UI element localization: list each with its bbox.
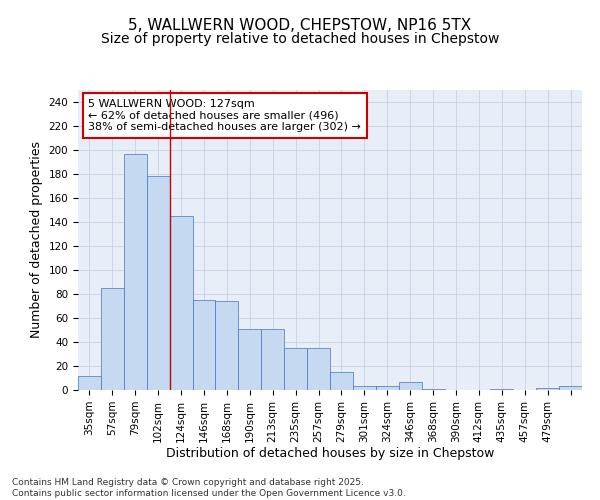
- Bar: [238, 329, 261, 390]
- Bar: [261, 329, 284, 390]
- Bar: [376, 386, 399, 390]
- Y-axis label: Number of detached properties: Number of detached properties: [30, 142, 43, 338]
- Text: 5, WALLWERN WOOD, CHEPSTOW, NP16 5TX: 5, WALLWERN WOOD, CHEPSTOW, NP16 5TX: [128, 18, 472, 32]
- Bar: [147, 176, 170, 390]
- Text: Size of property relative to detached houses in Chepstow: Size of property relative to detached ho…: [101, 32, 499, 46]
- Bar: [193, 300, 215, 390]
- Text: Contains HM Land Registry data © Crown copyright and database right 2025.
Contai: Contains HM Land Registry data © Crown c…: [12, 478, 406, 498]
- Bar: [307, 348, 330, 390]
- Bar: [559, 386, 582, 390]
- Bar: [422, 389, 445, 390]
- Bar: [78, 376, 101, 390]
- Bar: [170, 216, 193, 390]
- Bar: [490, 389, 513, 390]
- Bar: [536, 388, 559, 390]
- X-axis label: Distribution of detached houses by size in Chepstow: Distribution of detached houses by size …: [166, 448, 494, 460]
- Text: 5 WALLWERN WOOD: 127sqm
← 62% of detached houses are smaller (496)
38% of semi-d: 5 WALLWERN WOOD: 127sqm ← 62% of detache…: [88, 99, 361, 132]
- Bar: [399, 382, 422, 390]
- Bar: [284, 348, 307, 390]
- Bar: [101, 288, 124, 390]
- Bar: [330, 372, 353, 390]
- Bar: [215, 301, 238, 390]
- Bar: [353, 386, 376, 390]
- Bar: [124, 154, 147, 390]
